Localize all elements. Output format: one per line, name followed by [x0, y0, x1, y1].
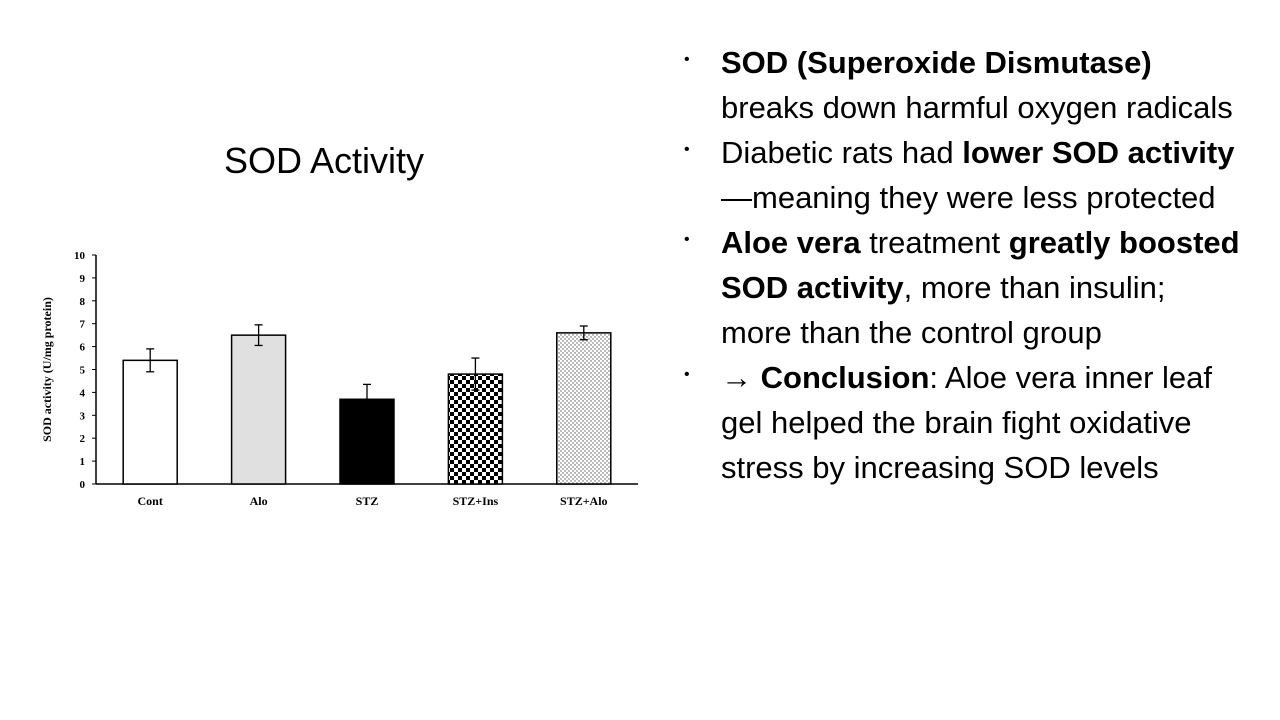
bullet-text: , more than insulin; more than the contr… — [721, 270, 1166, 350]
bullet-marker: • — [684, 51, 690, 68]
y-tick-label: 10 — [74, 250, 86, 262]
bullet-marker: • — [684, 366, 690, 383]
y-tick-label: 5 — [80, 365, 86, 377]
bullet-text-bold: lower SOD activity — [962, 135, 1235, 170]
bullet-item: • Diabetic rats had lower SOD activity —me… — [684, 130, 1244, 220]
bullet-text-bold: SOD (Superoxide Dismutase) — [721, 45, 1152, 80]
bullet-text: treatment — [860, 225, 1009, 260]
bullet-list: • SOD (Superoxide Dismutase) breaks down … — [684, 40, 1244, 490]
y-tick-label: 9 — [80, 273, 86, 285]
bullet-text-bold: Conclusion — [760, 360, 930, 395]
x-tick-label: STZ — [356, 494, 379, 508]
bar-stz-alo — [556, 332, 612, 485]
bar-alo — [230, 334, 287, 485]
bullet-item: • Aloe vera treatment greatly boosted SOD… — [684, 220, 1244, 355]
bullet-text: Diabetic rats had — [721, 135, 963, 170]
y-axis-label: SOD activity (U/mg protein) — [40, 297, 54, 442]
x-tick-label: STZ+Alo — [560, 494, 608, 508]
bullet-item: • SOD (Superoxide Dismutase) breaks down … — [684, 40, 1244, 130]
y-tick-label: 1 — [80, 456, 86, 468]
y-tick-label: 2 — [80, 433, 86, 445]
y-tick-label: 8 — [80, 296, 86, 308]
bullet-text-bold: Aloe vera — [721, 225, 861, 260]
chart-title: SOD Activity — [224, 140, 425, 181]
bullet-marker: • — [684, 141, 690, 158]
bullet-text: → — [721, 360, 761, 395]
bullet-text: —meaning they were less protected — [721, 180, 1216, 215]
bullet-text: breaks down harmful oxygen radicals — [721, 90, 1233, 125]
bullet-text-bold: greatly boosted SOD activity — [721, 225, 1240, 305]
bar-cont — [122, 359, 178, 485]
x-tick-label: Alo — [250, 494, 268, 508]
bullet-marker: • — [684, 231, 690, 248]
y-tick-label: 7 — [80, 319, 86, 331]
sod-bar-chart: 0 1 2 3 4 5 6 7 8 9 10 SOD activity (U/mg protein) C… — [40, 250, 638, 508]
x-tick-label: Cont — [138, 494, 163, 508]
bullet-item: • → Conclusion: Aloe vera inner leaf gel … — [684, 355, 1244, 490]
y-tick-label: 4 — [80, 387, 86, 399]
x-tick-label: STZ+Ins — [453, 494, 499, 508]
y-tick-label: 3 — [80, 410, 86, 422]
y-tick-label: 6 — [80, 342, 86, 354]
bullet-text: : Aloe vera inner leaf gel helped the br… — [721, 360, 1213, 485]
y-tick-label: 0 — [80, 479, 86, 491]
